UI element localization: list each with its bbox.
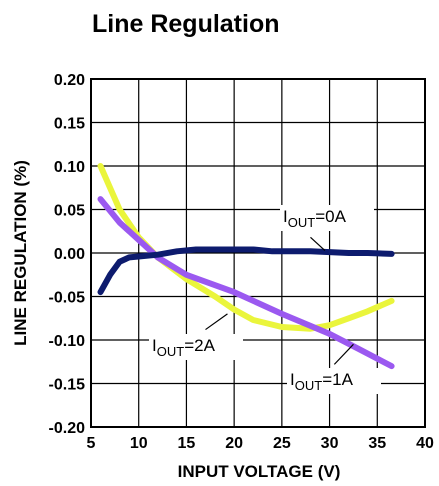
y-tick-label: -0.10 [49,333,86,350]
y-tick-label: 0.05 [54,203,85,220]
y-tick-labels: 0.20 0.15 0.10 0.05 0.00 -0.05 -0.10 -0.15 -0.20 [49,72,86,437]
y-tick-label: 0.20 [54,72,85,89]
series-label-bg [287,368,381,394]
series-label-leader [310,236,326,251]
series-labels: IOUT=0A IOUT=1A IOUT=2A [149,205,381,394]
chart-title: Line Regulation [92,10,280,38]
x-tick-label: 35 [368,435,386,452]
series-line-0a [97,246,395,296]
x-tick-label: 25 [273,435,291,452]
plot-frame [90,78,426,428]
series-lines [97,163,395,370]
x-tick-label: 15 [178,435,196,452]
x-tick-label: 10 [130,435,148,452]
x-tick-label: 20 [225,435,243,452]
y-tick-label: 0.00 [54,246,85,263]
y-tick-label: 0.10 [54,159,85,176]
series-line-1a [97,196,395,370]
y-tick-label: -0.20 [49,420,86,437]
y-tick-label: -0.15 [49,377,86,394]
series-label-leader [333,343,354,365]
x-tick-label: 40 [416,435,434,452]
x-tick-labels: 5 10 15 20 25 30 35 40 [87,435,434,452]
series-label: IOUT=1A [290,370,354,393]
x-tick-label: 30 [321,435,339,452]
y-axis-label: LINE REGULATION (%) [11,160,30,346]
series-label: IOUT=0A [283,207,347,230]
series-label-leader [205,313,228,331]
series-label: IOUT=2A [152,336,216,359]
x-tick-label: 5 [87,435,96,452]
y-tick-label: -0.05 [49,290,86,307]
series-label-bg [280,205,374,231]
series-label-bg [149,334,243,360]
y-tick-label: 0.15 [54,116,85,133]
x-axis-label: INPUT VOLTAGE (V) [178,462,341,481]
